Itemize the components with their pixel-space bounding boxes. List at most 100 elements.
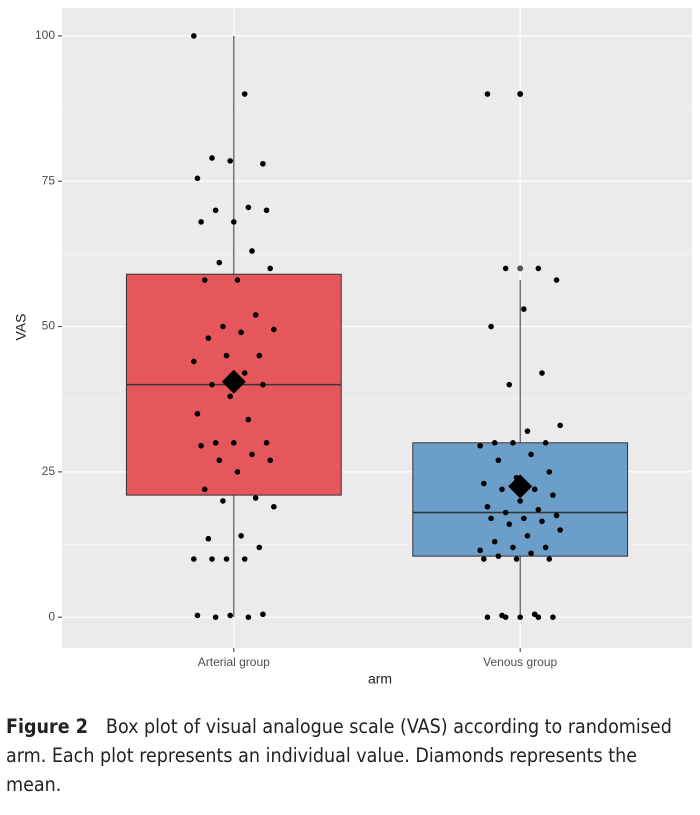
point	[535, 506, 542, 513]
point	[539, 518, 545, 525]
point	[256, 352, 263, 359]
point	[488, 323, 494, 330]
point	[241, 556, 248, 562]
outlier	[517, 265, 524, 272]
point	[191, 556, 197, 562]
point	[260, 381, 266, 388]
x-axis-label: arm	[368, 671, 392, 687]
point	[227, 393, 233, 400]
point	[212, 614, 219, 620]
point	[241, 91, 248, 97]
point	[495, 457, 502, 464]
point	[524, 428, 531, 434]
point	[194, 410, 201, 417]
point	[521, 515, 527, 522]
x-tick-label: Venous group	[483, 655, 557, 669]
point	[271, 326, 277, 333]
point	[271, 503, 277, 510]
point	[517, 91, 523, 97]
caption-label: Figure 2	[6, 715, 88, 738]
y-tick-label: 75	[42, 173, 56, 187]
point	[245, 204, 252, 211]
point	[484, 614, 491, 620]
caption: Figure 2 Box plot of visual analogue scal…	[6, 712, 686, 799]
point	[198, 442, 204, 449]
point	[205, 535, 212, 542]
point	[477, 442, 483, 449]
point	[535, 614, 542, 620]
point	[201, 277, 208, 283]
point	[477, 547, 483, 554]
point	[245, 416, 252, 423]
point	[249, 451, 255, 458]
point	[267, 457, 273, 464]
point	[528, 550, 534, 557]
point	[234, 469, 241, 475]
point	[241, 370, 248, 376]
point	[510, 440, 516, 446]
point	[546, 469, 553, 475]
point	[557, 422, 563, 429]
point	[488, 515, 494, 522]
caption-text: Box plot of visual analogue scale (VAS) …	[6, 715, 672, 796]
point	[205, 335, 212, 341]
point	[212, 207, 219, 214]
point	[513, 556, 520, 562]
point	[231, 219, 237, 225]
point	[506, 381, 513, 388]
point	[238, 329, 244, 336]
point	[231, 440, 237, 446]
point	[521, 306, 527, 312]
point	[216, 259, 223, 266]
point	[491, 440, 498, 446]
point	[502, 509, 509, 516]
point	[510, 544, 516, 551]
point	[238, 533, 244, 539]
point	[263, 440, 270, 446]
point	[263, 207, 270, 214]
point	[491, 538, 498, 545]
point	[499, 486, 505, 493]
point	[234, 277, 241, 283]
point	[198, 219, 204, 225]
point	[220, 323, 226, 330]
point	[201, 486, 208, 493]
point	[194, 175, 201, 182]
y-axis-label: VAS	[13, 314, 29, 341]
point	[484, 503, 491, 510]
point	[550, 614, 556, 620]
point	[535, 265, 542, 272]
x-tick-label: Arterial group	[198, 655, 270, 669]
point	[524, 533, 531, 539]
point	[531, 486, 538, 493]
point	[212, 440, 219, 446]
point	[260, 611, 266, 618]
point	[481, 556, 487, 562]
point	[495, 553, 502, 559]
point	[191, 33, 197, 39]
mean	[508, 474, 533, 499]
point	[502, 265, 509, 272]
point	[216, 457, 223, 464]
y-tick-label: 25	[42, 464, 56, 478]
y-tick-label: 100	[35, 28, 55, 42]
point	[252, 495, 259, 501]
point	[550, 492, 556, 498]
mean	[221, 369, 246, 394]
y-tick-label: 0	[48, 609, 55, 623]
point	[256, 544, 263, 551]
point	[542, 440, 549, 446]
point	[542, 544, 549, 551]
point	[553, 277, 560, 283]
point	[517, 614, 523, 620]
point	[539, 370, 545, 376]
point	[557, 527, 563, 533]
point	[194, 612, 201, 619]
point	[267, 265, 273, 272]
point	[506, 521, 513, 527]
point	[209, 381, 215, 388]
y-tick-label: 50	[42, 319, 56, 333]
point	[528, 451, 534, 458]
point	[249, 248, 255, 254]
